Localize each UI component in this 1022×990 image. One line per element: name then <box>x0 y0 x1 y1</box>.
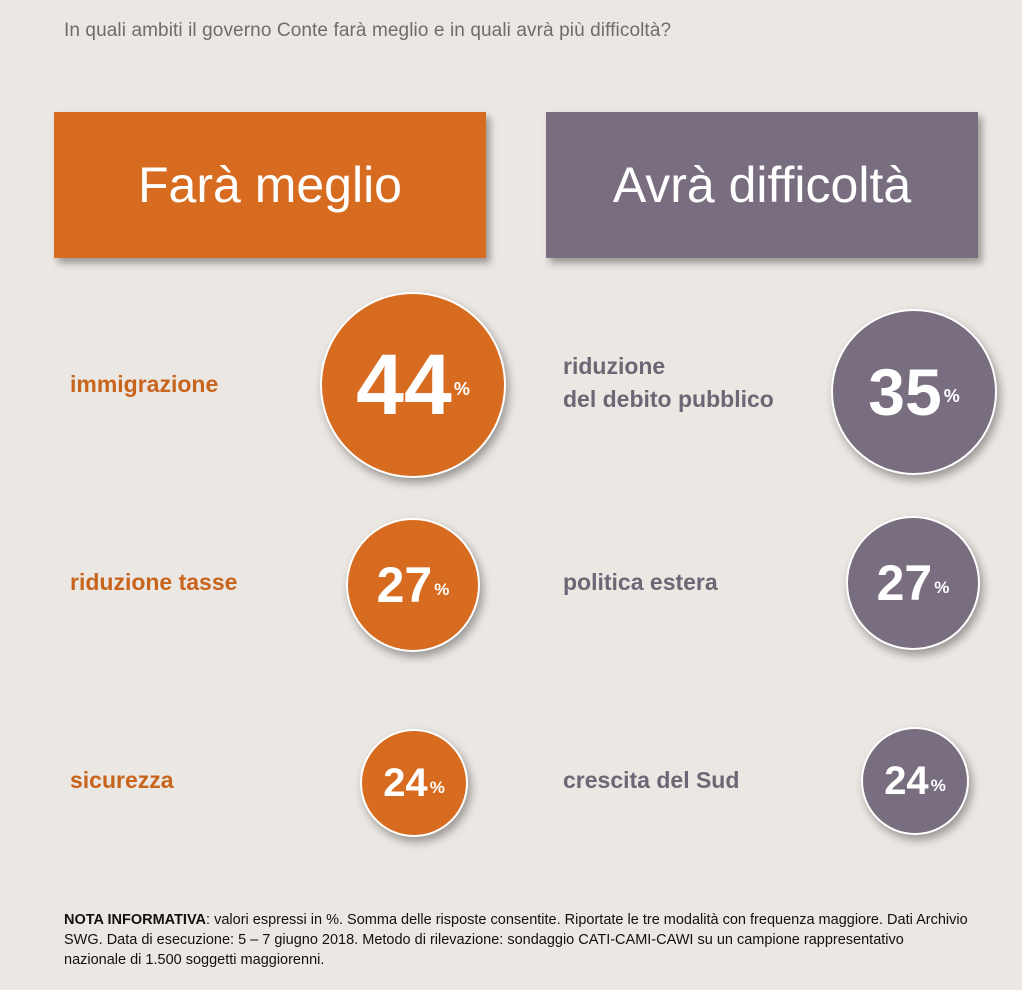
header-avra-difficolta-label: Avrà difficoltà <box>612 157 912 213</box>
unit-sicurezza: % <box>429 777 445 797</box>
unit-riduzione-debito-pubblico: % <box>943 386 960 407</box>
bubble-immigrazione: 44 % <box>320 292 506 478</box>
label-sicurezza: sicurezza <box>70 767 174 793</box>
bubble-politica-estera: 27 % <box>846 516 980 650</box>
header-fara-meglio: Farà meglio <box>54 112 486 258</box>
footnote-title: NOTA INFORMATIVA <box>64 912 207 928</box>
header-fara-meglio-label: Farà meglio <box>138 157 402 213</box>
value-riduzione-tasse: 27 <box>376 557 433 613</box>
label-riduzione-line1: riduzione <box>563 353 666 379</box>
value-crescita-del-sud: 24 <box>884 759 929 803</box>
value-sicurezza: 24 <box>383 761 428 805</box>
label-riduzione-tasse: riduzione tasse <box>70 569 238 595</box>
label-politica-estera: politica estera <box>563 569 718 595</box>
footnote: NOTA INFORMATIVA: valori espressi in %. … <box>64 910 968 970</box>
label-immigrazione: immigrazione <box>70 371 219 397</box>
unit-riduzione-tasse: % <box>434 579 450 599</box>
bubble-sicurezza: 24 % <box>360 729 468 837</box>
survey-question: In quali ambiti il governo Conte farà me… <box>64 20 672 41</box>
bubble-riduzione-debito-pubblico: 35 % <box>831 309 997 475</box>
label-riduzione-line2: del debito pubblico <box>563 386 774 412</box>
unit-politica-estera: % <box>934 577 950 597</box>
value-riduzione-debito-pubblico: 35 <box>868 355 942 429</box>
label-riduzione-debito-pubblico: riduzione del debito pubblico <box>563 350 774 416</box>
bubble-riduzione-tasse: 27 % <box>346 518 480 652</box>
value-immigrazione: 44 <box>356 337 452 433</box>
bubble-crescita-del-sud: 24 % <box>861 727 969 835</box>
header-avra-difficolta: Avrà difficoltà <box>546 112 978 258</box>
footnote-text: : valori espressi in %. Somma delle risp… <box>64 912 968 968</box>
unit-immigrazione: % <box>453 379 470 400</box>
label-crescita-del-sud: crescita del Sud <box>563 767 740 793</box>
unit-crescita-del-sud: % <box>930 775 946 795</box>
value-politica-estera: 27 <box>876 555 933 611</box>
